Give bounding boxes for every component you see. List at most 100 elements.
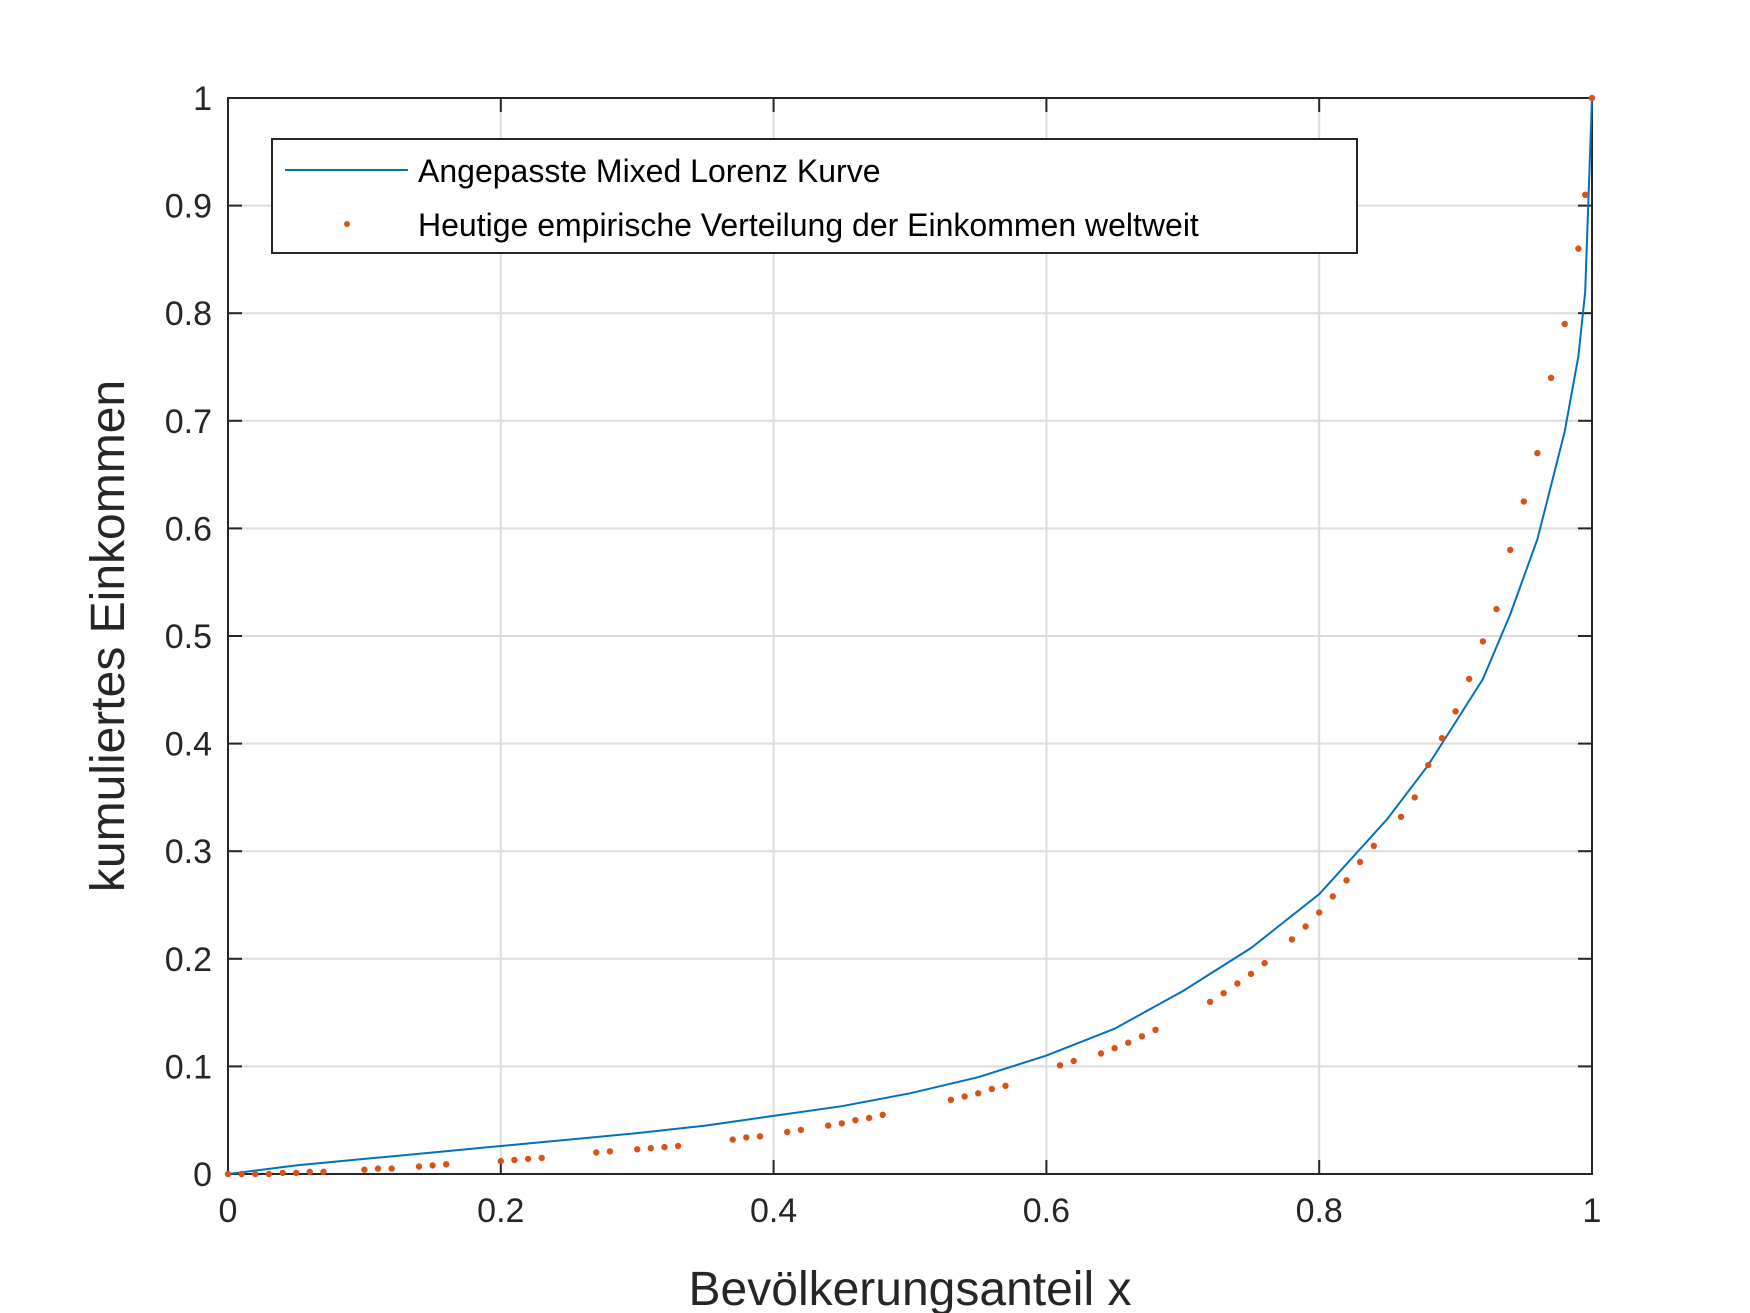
empirical-point <box>674 1142 682 1150</box>
empirical-point <box>1125 1039 1132 1046</box>
y-tick-label: 0.6 <box>165 510 212 548</box>
empirical-point <box>1056 1062 1064 1069</box>
empirical-point <box>1220 990 1227 997</box>
empirical-point <box>852 1117 859 1124</box>
empirical-point <box>634 1146 641 1153</box>
empirical-point <box>224 1170 232 1178</box>
empirical-point <box>252 1170 259 1178</box>
empirical-point <box>320 1168 327 1176</box>
y-tick-label: 0.7 <box>165 403 212 441</box>
empirical-point <box>497 1157 504 1165</box>
x-axis-label: Bevölkerungsanteil x <box>689 1263 1132 1313</box>
empirical-point <box>784 1128 791 1136</box>
x-tick-label: 0.6 <box>1023 1192 1070 1230</box>
y-tick-label: 0.4 <box>165 726 212 764</box>
empirical-point <box>306 1168 313 1176</box>
empirical-point <box>1316 909 1323 916</box>
y-tick-label: 0.8 <box>165 295 212 333</box>
empirical-point <box>1370 842 1378 849</box>
empirical-point <box>238 1170 245 1178</box>
empirical-point <box>593 1149 600 1156</box>
empirical-point <box>743 1134 750 1141</box>
lorenz-curve-line <box>227 97 1593 1175</box>
empirical-point <box>1534 449 1541 457</box>
empirical-point <box>1452 708 1459 715</box>
empirical-point <box>1397 813 1405 820</box>
legend: Angepasste Mixed Lorenz Kurve Heutige em… <box>271 138 1358 254</box>
x-tick-label: 1 <box>1583 1192 1602 1230</box>
empirical-point <box>1329 893 1337 900</box>
legend-label-lorenz: Angepasste Mixed Lorenz Kurve <box>418 153 880 189</box>
empirical-point <box>1575 245 1582 252</box>
empirical-point <box>756 1133 764 1140</box>
legend-label-empirical: Heutige empirische Verteilung der Einkom… <box>418 207 1199 243</box>
axis-ticks <box>227 97 1593 1175</box>
empirical-point <box>606 1148 614 1155</box>
empirical-point <box>1261 959 1268 967</box>
empirical-point <box>961 1093 968 1100</box>
empirical-point <box>361 1166 368 1173</box>
empirical-point <box>538 1154 545 1162</box>
empirical-point <box>511 1156 518 1164</box>
empirical-point <box>1588 94 1596 102</box>
empirical-point <box>1356 858 1364 866</box>
y-tick-label: 1 <box>193 80 212 118</box>
empirical-point <box>1425 761 1432 769</box>
empirical-point <box>1138 1033 1146 1040</box>
x-tick-label: 0.2 <box>477 1192 524 1230</box>
empirical-point <box>947 1096 955 1104</box>
legend-box <box>271 138 1358 254</box>
empirical-point <box>1302 923 1309 930</box>
empirical-point <box>429 1162 436 1169</box>
y-tick-label: 0.9 <box>165 188 212 226</box>
empirical-point <box>443 1161 450 1168</box>
empirical-point <box>1493 605 1500 613</box>
y-tick-label: 0.1 <box>165 1048 212 1086</box>
empirical-point <box>1111 1044 1118 1052</box>
empirical-point <box>1070 1057 1077 1065</box>
empirical-point <box>1438 735 1446 742</box>
x-tick-label: 0 <box>219 1192 238 1230</box>
empirical-point <box>1343 877 1350 884</box>
empirical-point <box>265 1170 273 1178</box>
empirical-point <box>1247 970 1255 978</box>
empirical-point <box>729 1136 736 1143</box>
empirical-point <box>279 1169 286 1177</box>
empirical-point <box>374 1165 382 1172</box>
empirical-point <box>1561 320 1568 328</box>
empirical-point <box>661 1143 668 1151</box>
y-tick-label: 0 <box>193 1156 212 1194</box>
empirical-point <box>293 1169 300 1177</box>
y-tick-label: 0.2 <box>165 941 212 979</box>
empirical-point <box>1002 1082 1009 1090</box>
empirical-point <box>865 1114 873 1122</box>
x-tick-label: 0.4 <box>750 1192 797 1230</box>
empirical-point <box>825 1122 832 1129</box>
empirical-point <box>1479 638 1487 645</box>
empirical-point <box>879 1111 886 1119</box>
x-tick-label: 0.8 <box>1296 1192 1343 1230</box>
y-tick-label: 0.3 <box>165 833 212 871</box>
empirical-point <box>1152 1026 1159 1034</box>
empirical-point <box>1507 546 1514 554</box>
series-lorenz-curve <box>227 97 1593 1175</box>
empirical-point <box>388 1165 395 1172</box>
empirical-point <box>1547 374 1555 381</box>
empirical-point <box>1097 1050 1105 1057</box>
series-empirical-points <box>224 94 1596 1178</box>
empirical-point <box>1520 498 1528 505</box>
empirical-point <box>647 1145 654 1152</box>
empirical-point <box>1234 980 1241 987</box>
empirical-point <box>1582 191 1589 198</box>
empirical-point <box>838 1120 845 1127</box>
y-axis-label: kumuliertes Einkommen <box>82 380 135 892</box>
y-tick-label: 0.5 <box>165 618 212 656</box>
empirical-point <box>524 1155 532 1163</box>
empirical-point <box>975 1090 982 1097</box>
empirical-point <box>415 1163 423 1170</box>
legend-dot-swatch <box>344 221 350 227</box>
empirical-point <box>1411 794 1418 801</box>
empirical-point <box>1466 675 1473 683</box>
empirical-point <box>1206 998 1214 1005</box>
